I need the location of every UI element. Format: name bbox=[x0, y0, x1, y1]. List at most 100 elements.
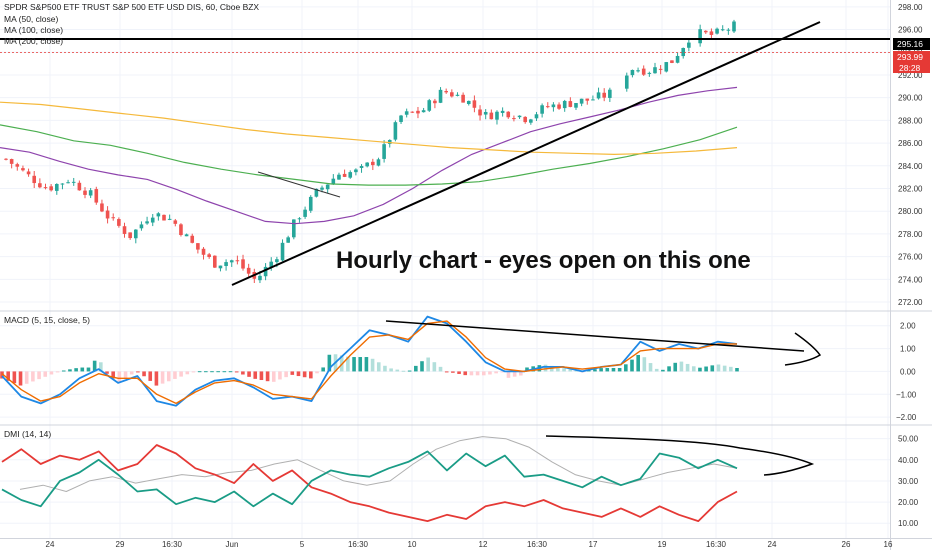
price-tick-label: 286.00 bbox=[898, 139, 923, 148]
candle-body bbox=[71, 181, 76, 183]
time-tick-label: 16 bbox=[884, 540, 893, 549]
macd-histogram-bar bbox=[0, 371, 4, 379]
price-tick-label: 280.00 bbox=[898, 207, 923, 216]
candle-body bbox=[179, 224, 183, 236]
ma50-line bbox=[0, 86, 738, 225]
macd-histogram-bar bbox=[556, 367, 560, 372]
candle-body bbox=[624, 75, 629, 89]
macd-histogram-bar bbox=[204, 371, 208, 373]
dmi-tick-label: 40.00 bbox=[898, 456, 919, 465]
macd-histogram-bar bbox=[197, 371, 202, 373]
price-tick-label: 298.00 bbox=[898, 3, 923, 12]
time-tick-label: 24 bbox=[768, 540, 777, 549]
macd-histogram-bar bbox=[605, 368, 610, 372]
macd-histogram-bar bbox=[574, 370, 579, 372]
candle-body bbox=[337, 174, 341, 180]
macd-histogram-bar bbox=[722, 365, 727, 372]
macd-histogram-bar bbox=[401, 370, 406, 372]
macd-pane bbox=[0, 315, 739, 407]
macd-histogram-bar bbox=[586, 370, 591, 372]
candle-body bbox=[354, 169, 358, 173]
last-price-tag-label: 293.99 bbox=[897, 52, 923, 62]
candle-body bbox=[591, 99, 595, 101]
candle-body bbox=[43, 187, 48, 189]
macd-histogram-bar bbox=[716, 364, 721, 372]
macd-histogram-bar bbox=[414, 365, 418, 372]
candle-body bbox=[83, 190, 87, 195]
dmi-tick-label: 10.00 bbox=[898, 519, 919, 528]
time-tick-label: 16:30 bbox=[706, 540, 727, 549]
candle-body bbox=[399, 115, 403, 122]
legend-ma50: MA (50, close) bbox=[4, 14, 58, 24]
macd-histogram-bar bbox=[451, 371, 455, 373]
countdown-tag-label: 28:28 bbox=[899, 63, 921, 73]
macd-histogram-bar bbox=[216, 371, 220, 373]
macd-histogram-bar bbox=[37, 371, 41, 380]
candle-body bbox=[585, 98, 590, 101]
candle-body bbox=[190, 235, 195, 243]
macd-histogram-bar bbox=[61, 370, 66, 372]
candle-body bbox=[117, 219, 121, 226]
time-tick-label: 10 bbox=[408, 540, 417, 549]
macd-histogram-bar bbox=[512, 371, 517, 377]
candle-body bbox=[4, 158, 8, 160]
candle-body bbox=[596, 92, 601, 99]
candle-body bbox=[517, 115, 522, 118]
macd-histogram-bar bbox=[469, 371, 474, 376]
candle-body bbox=[393, 122, 398, 140]
candle-body bbox=[371, 161, 375, 166]
candle-body bbox=[687, 42, 691, 48]
candle-body bbox=[709, 31, 714, 35]
candle-body bbox=[94, 189, 99, 203]
macd-histogram-bar bbox=[426, 357, 430, 372]
candle-body bbox=[478, 109, 482, 116]
macd-histogram-bar bbox=[704, 366, 708, 372]
price-tick-label: 296.00 bbox=[898, 26, 923, 35]
macd-histogram-bar bbox=[661, 369, 665, 372]
candle-body bbox=[557, 104, 561, 109]
candle-body bbox=[387, 139, 392, 144]
candle-body bbox=[38, 183, 42, 188]
candle-body bbox=[60, 183, 65, 185]
macd-histogram-bar bbox=[327, 354, 332, 372]
time-tick-label: 16:30 bbox=[527, 540, 548, 549]
candle-body bbox=[715, 28, 719, 34]
candle-body bbox=[359, 166, 364, 168]
macd-histogram-bar bbox=[543, 364, 548, 372]
macd-signal-line bbox=[1, 320, 737, 405]
macd-histogram-bar bbox=[210, 371, 214, 373]
candle-body bbox=[670, 60, 674, 63]
price-tick-label: 290.00 bbox=[898, 94, 923, 103]
candle-body bbox=[201, 248, 206, 255]
macd-histogram-bar bbox=[234, 371, 239, 373]
candle-body bbox=[331, 178, 336, 185]
trendline bbox=[231, 21, 821, 286]
candle-body bbox=[111, 217, 116, 219]
candle-body bbox=[382, 144, 386, 159]
candle-body bbox=[489, 112, 494, 120]
candle-body bbox=[297, 218, 302, 220]
candle-body bbox=[726, 29, 731, 31]
dmi-tick-label: 20.00 bbox=[898, 498, 919, 507]
time-tick-label: 19 bbox=[658, 540, 667, 549]
candle-body bbox=[196, 243, 200, 250]
macd-histogram-bar bbox=[488, 371, 492, 375]
candle-body bbox=[54, 184, 59, 191]
macd-histogram-bar bbox=[593, 369, 597, 372]
candle-body bbox=[139, 224, 144, 229]
candle-body bbox=[562, 100, 567, 109]
macd-histogram-bar bbox=[43, 371, 48, 377]
candle-body bbox=[100, 203, 104, 212]
macd-histogram-bar bbox=[148, 371, 153, 381]
candle-body bbox=[545, 106, 550, 108]
candle-body bbox=[77, 182, 82, 191]
macd-histogram-bar bbox=[31, 371, 35, 382]
candle-body bbox=[275, 259, 279, 263]
macd-tick-label: 1.00 bbox=[900, 345, 916, 354]
macd-histogram-bar bbox=[111, 371, 115, 379]
macd-histogram-bar bbox=[475, 371, 480, 376]
macd-histogram-bar bbox=[154, 371, 159, 386]
candle-body bbox=[720, 29, 725, 31]
